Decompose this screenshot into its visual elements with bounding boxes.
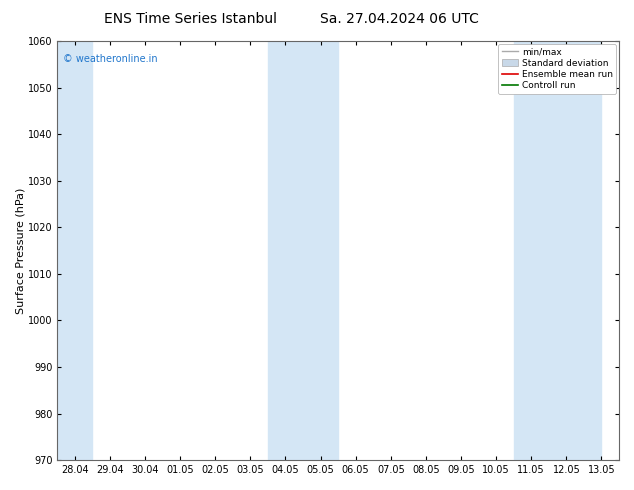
Y-axis label: Surface Pressure (hPa): Surface Pressure (hPa)	[15, 187, 25, 314]
Bar	[514, 41, 602, 460]
Text: ENS Time Series Istanbul: ENS Time Series Istanbul	[104, 12, 276, 26]
Bar	[268, 41, 338, 460]
Bar	[57, 41, 93, 460]
Text: © weatheronline.in: © weatheronline.in	[63, 53, 157, 64]
Legend: min/max, Standard deviation, Ensemble mean run, Controll run: min/max, Standard deviation, Ensemble me…	[498, 44, 616, 94]
Text: Sa. 27.04.2024 06 UTC: Sa. 27.04.2024 06 UTC	[320, 12, 479, 26]
